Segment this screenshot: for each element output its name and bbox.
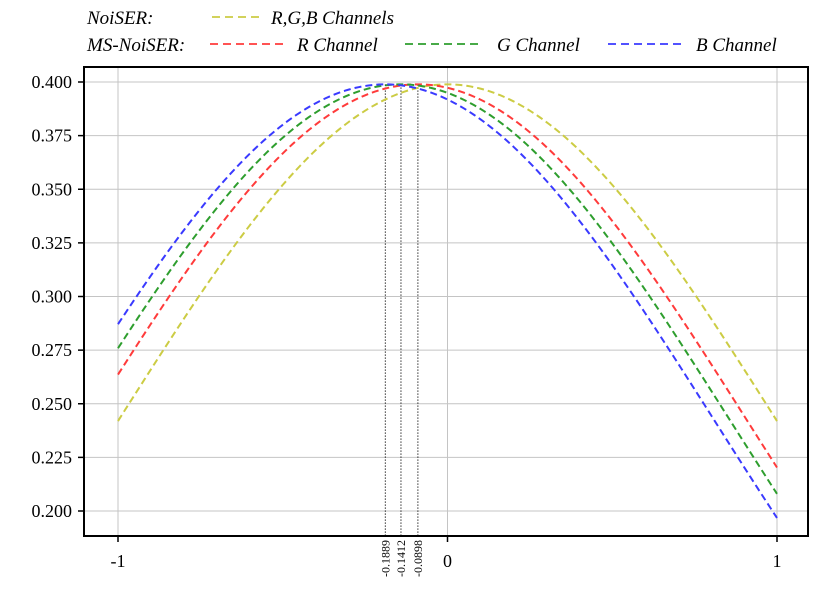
y-tick-label: 0.300 bbox=[32, 287, 73, 307]
plot-frame bbox=[83, 66, 809, 537]
y-tick-label: 0.325 bbox=[32, 233, 73, 253]
legend: NoiSER: R,G,B Channels MS-NoiSER: R Channel… bbox=[86, 8, 777, 56]
legend-row-label: NoiSER: bbox=[86, 8, 154, 29]
series-line bbox=[117, 83, 778, 469]
x-tick-label: 0 bbox=[443, 551, 452, 571]
y-tick-label: 0.225 bbox=[32, 447, 73, 467]
vertical-marker-label: -0.1889 bbox=[378, 540, 392, 577]
y-tick-label: 0.200 bbox=[32, 501, 73, 521]
x-tick-label: -1 bbox=[111, 551, 126, 571]
y-tick-label: 0.250 bbox=[32, 394, 73, 414]
plot-area: 0.200 0.225 0.250 0.275 0.300 0.325 0.350 0.375… bbox=[32, 66, 809, 577]
legend-entry-label: B Channel bbox=[696, 35, 777, 56]
series-line bbox=[117, 83, 778, 519]
legend-entry-label: G Channel bbox=[497, 35, 580, 56]
y-tick-label: 0.350 bbox=[32, 179, 73, 199]
vertical-marker-label: -0.1412 bbox=[394, 540, 408, 577]
y-tick-label: 0.375 bbox=[32, 126, 73, 146]
legend-entry-label: R Channel bbox=[296, 35, 378, 56]
y-tick-label: 0.275 bbox=[32, 340, 73, 360]
x-tick-label: 1 bbox=[773, 551, 782, 571]
series-line bbox=[117, 83, 778, 422]
y-tick-label: 0.400 bbox=[32, 72, 73, 92]
legend-row-label: MS-NoiSER: bbox=[86, 35, 185, 56]
legend-entry-label: R,G,B Channels bbox=[270, 8, 394, 29]
vertical-marker-label: -0.0898 bbox=[411, 540, 425, 577]
series-line bbox=[117, 83, 778, 495]
